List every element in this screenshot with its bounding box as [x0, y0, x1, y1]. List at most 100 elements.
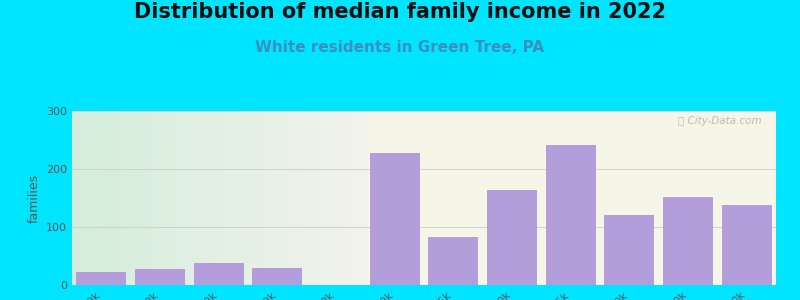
Bar: [515, 111, 522, 285]
Text: Distribution of median family income in 2022: Distribution of median family income in …: [134, 2, 666, 22]
Y-axis label: families: families: [27, 173, 41, 223]
Bar: [107, 111, 114, 285]
Bar: [86, 111, 93, 285]
Bar: [253, 268, 302, 285]
Bar: [642, 111, 650, 285]
Bar: [429, 237, 478, 285]
Bar: [290, 111, 298, 285]
Bar: [255, 111, 262, 285]
Bar: [128, 111, 135, 285]
Bar: [283, 111, 290, 285]
Bar: [234, 111, 241, 285]
Bar: [628, 111, 635, 285]
Bar: [726, 111, 734, 285]
Bar: [248, 111, 255, 285]
Bar: [614, 111, 621, 285]
Bar: [417, 111, 424, 285]
Bar: [748, 111, 755, 285]
Bar: [769, 111, 776, 285]
Bar: [445, 111, 452, 285]
Bar: [593, 111, 600, 285]
Bar: [494, 111, 502, 285]
Bar: [459, 111, 466, 285]
Bar: [586, 111, 593, 285]
Bar: [262, 111, 269, 285]
Bar: [621, 111, 628, 285]
Bar: [544, 111, 550, 285]
Bar: [142, 111, 150, 285]
Bar: [396, 111, 403, 285]
Text: White residents in Green Tree, PA: White residents in Green Tree, PA: [255, 40, 545, 56]
Bar: [530, 111, 537, 285]
Bar: [213, 111, 220, 285]
Bar: [114, 111, 122, 285]
Bar: [157, 111, 163, 285]
Bar: [269, 111, 276, 285]
Bar: [480, 111, 487, 285]
Bar: [670, 111, 678, 285]
Bar: [382, 111, 389, 285]
Bar: [276, 111, 283, 285]
Bar: [178, 111, 185, 285]
Bar: [374, 111, 382, 285]
Bar: [663, 111, 670, 285]
Bar: [346, 111, 354, 285]
Bar: [241, 111, 248, 285]
Bar: [339, 111, 346, 285]
Bar: [438, 111, 445, 285]
Bar: [424, 111, 431, 285]
Bar: [431, 111, 438, 285]
Bar: [706, 111, 713, 285]
Bar: [220, 111, 227, 285]
Bar: [194, 263, 243, 285]
Bar: [370, 153, 419, 285]
Bar: [509, 111, 515, 285]
Bar: [452, 111, 459, 285]
Bar: [691, 111, 698, 285]
Bar: [762, 111, 769, 285]
Bar: [135, 111, 142, 285]
Bar: [713, 111, 720, 285]
Bar: [198, 111, 206, 285]
Bar: [607, 111, 614, 285]
Bar: [206, 111, 213, 285]
Bar: [170, 111, 178, 285]
Bar: [502, 111, 509, 285]
Bar: [685, 111, 691, 285]
Bar: [600, 111, 607, 285]
Bar: [361, 111, 368, 285]
Bar: [487, 111, 494, 285]
Bar: [565, 111, 572, 285]
Bar: [298, 111, 304, 285]
Bar: [311, 111, 318, 285]
Bar: [185, 111, 192, 285]
Bar: [318, 111, 326, 285]
Bar: [663, 197, 713, 285]
Bar: [135, 269, 185, 285]
Bar: [227, 111, 234, 285]
Bar: [572, 111, 579, 285]
Bar: [755, 111, 762, 285]
Bar: [741, 111, 748, 285]
Bar: [389, 111, 396, 285]
Bar: [579, 111, 586, 285]
Bar: [698, 111, 706, 285]
Bar: [522, 111, 530, 285]
Bar: [537, 111, 544, 285]
Bar: [720, 111, 726, 285]
Bar: [122, 111, 128, 285]
Bar: [474, 111, 480, 285]
Bar: [192, 111, 198, 285]
Bar: [558, 111, 565, 285]
Bar: [678, 111, 685, 285]
Bar: [403, 111, 410, 285]
Bar: [368, 111, 374, 285]
Bar: [546, 145, 595, 285]
Bar: [354, 111, 361, 285]
Bar: [650, 111, 656, 285]
Bar: [333, 111, 339, 285]
Bar: [722, 205, 771, 285]
Bar: [466, 111, 474, 285]
Bar: [656, 111, 663, 285]
Bar: [635, 111, 642, 285]
